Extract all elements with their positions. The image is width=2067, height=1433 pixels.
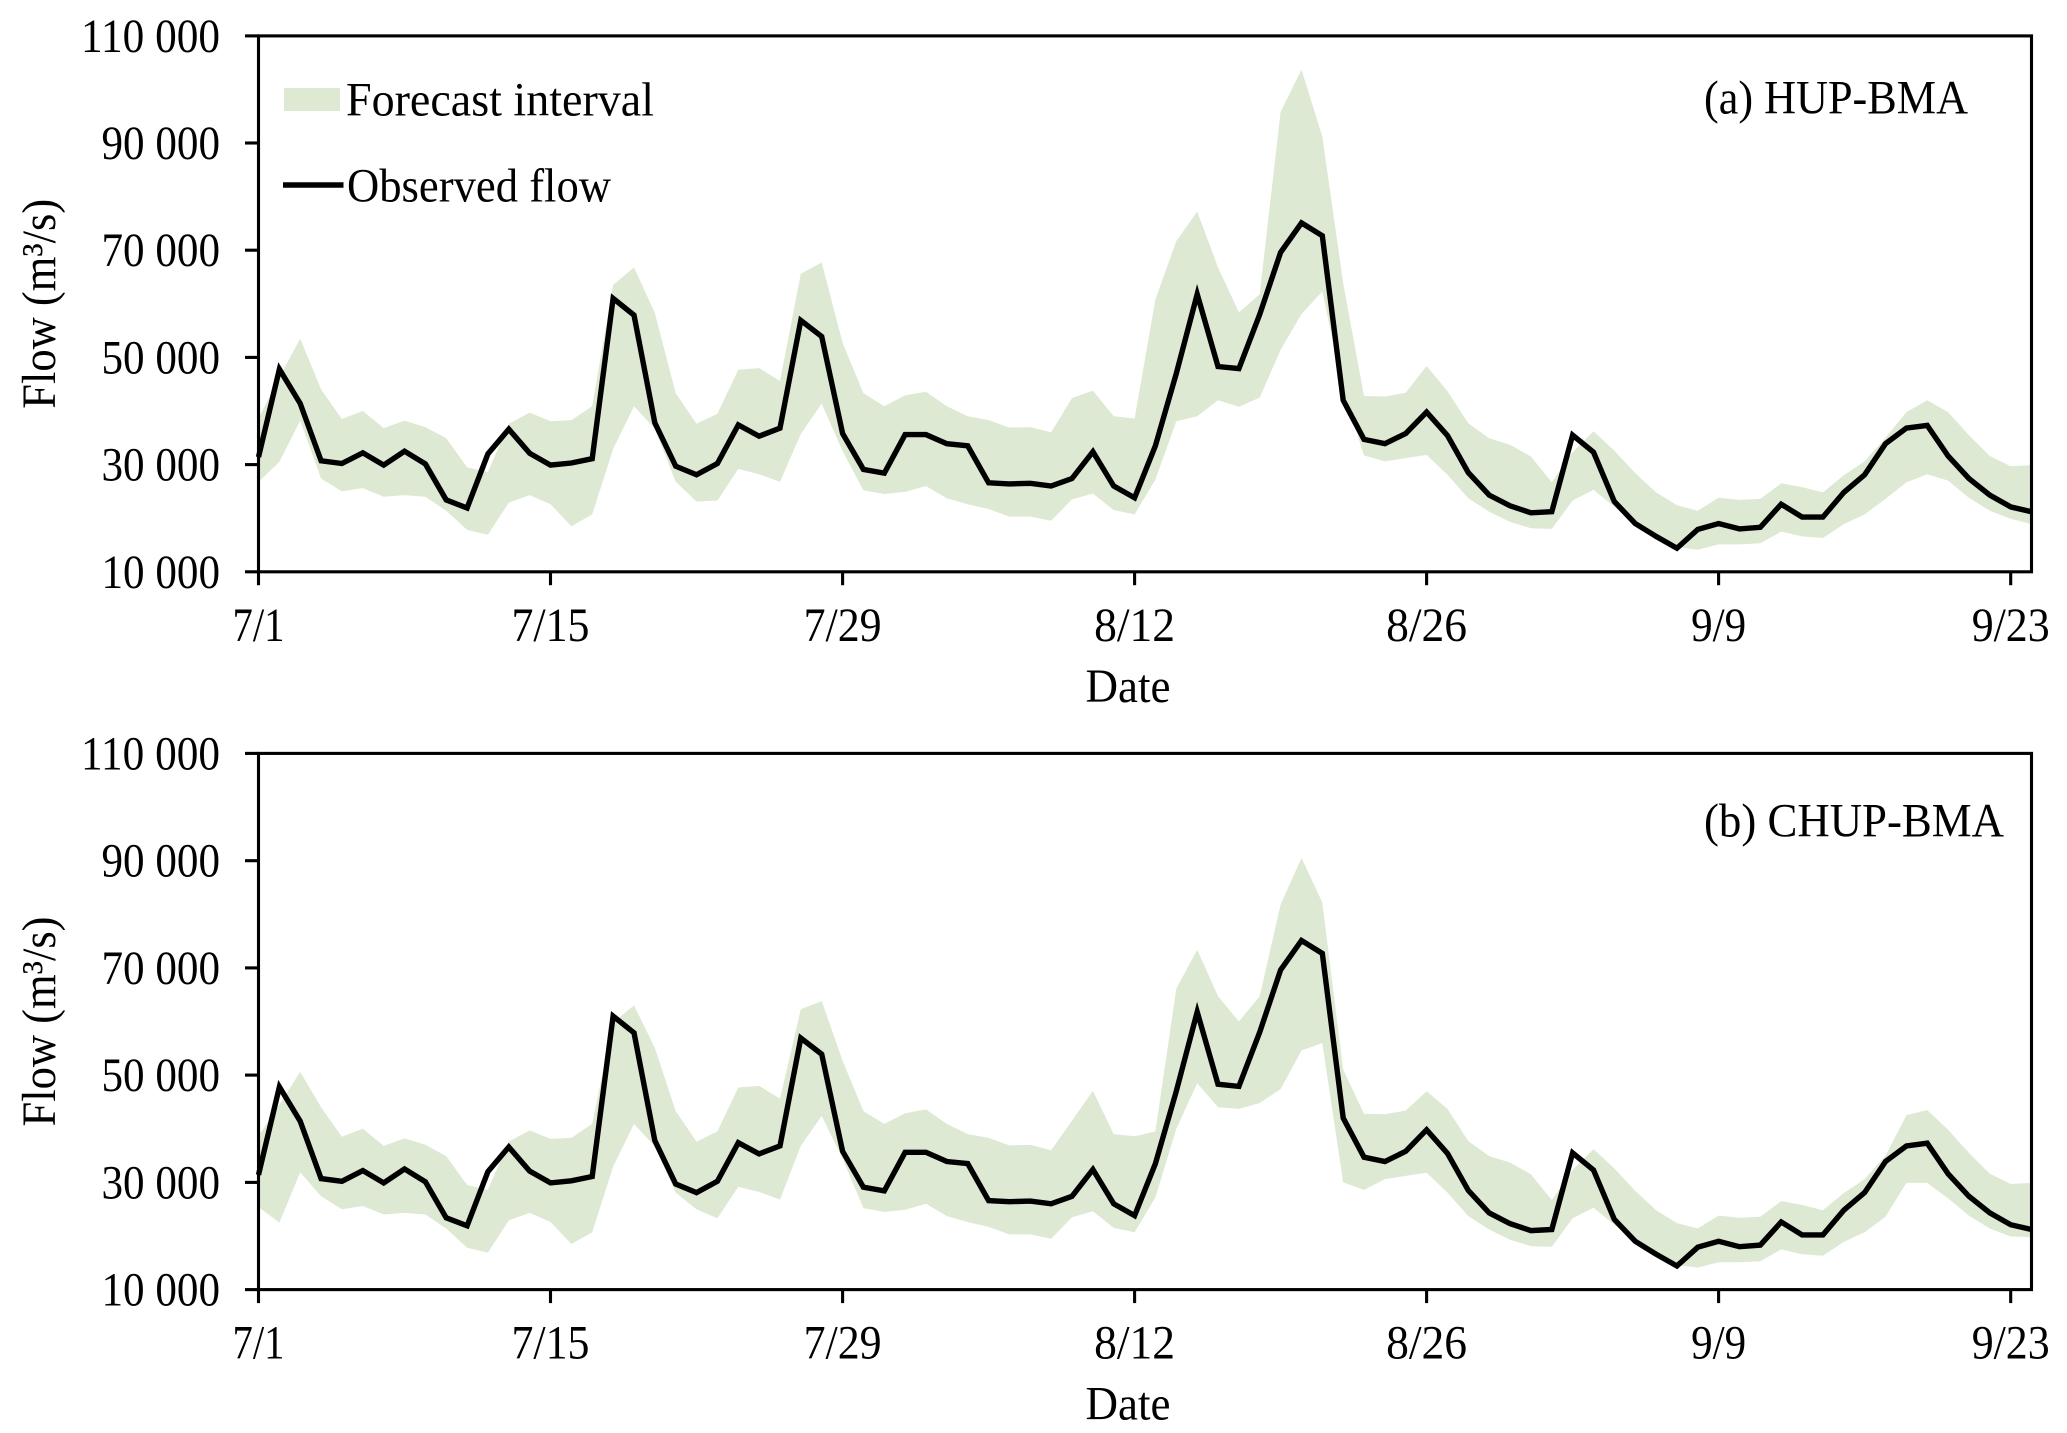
svg-text:Date: Date bbox=[1086, 1378, 1171, 1431]
svg-text:9/23: 9/23 bbox=[1972, 1317, 2050, 1370]
svg-text:50 000: 50 000 bbox=[102, 331, 221, 384]
svg-text:(b) CHUP-BMA: (b) CHUP-BMA bbox=[1704, 794, 2004, 847]
svg-text:Observed flow: Observed flow bbox=[347, 160, 611, 213]
svg-text:7/1: 7/1 bbox=[233, 599, 285, 652]
svg-text:50 000: 50 000 bbox=[102, 1049, 221, 1102]
svg-text:7/1: 7/1 bbox=[233, 1317, 285, 1370]
svg-text:7/29: 7/29 bbox=[804, 599, 882, 652]
svg-text:30 000: 30 000 bbox=[102, 439, 221, 492]
svg-text:30 000: 30 000 bbox=[102, 1156, 221, 1209]
svg-text:Flow (m³/s): Flow (m³/s) bbox=[13, 917, 66, 1127]
svg-text:8/12: 8/12 bbox=[1094, 1317, 1175, 1370]
svg-text:110 000: 110 000 bbox=[81, 10, 220, 63]
svg-text:10 000: 10 000 bbox=[102, 546, 221, 599]
svg-text:9/9: 9/9 bbox=[1691, 1317, 1746, 1370]
svg-text:7/15: 7/15 bbox=[512, 1317, 590, 1370]
svg-text:Forecast interval: Forecast interval bbox=[346, 74, 654, 127]
svg-text:90 000: 90 000 bbox=[102, 117, 221, 170]
svg-text:70 000: 70 000 bbox=[102, 224, 221, 277]
svg-text:7/15: 7/15 bbox=[512, 599, 590, 652]
svg-text:9/23: 9/23 bbox=[1972, 599, 2050, 652]
svg-text:110 000: 110 000 bbox=[81, 727, 220, 780]
svg-text:10 000: 10 000 bbox=[102, 1264, 221, 1317]
svg-text:8/26: 8/26 bbox=[1386, 599, 1467, 652]
svg-text:9/9: 9/9 bbox=[1691, 599, 1746, 652]
svg-text:70 000: 70 000 bbox=[102, 942, 221, 995]
svg-text:(a) HUP-BMA: (a) HUP-BMA bbox=[1704, 71, 1968, 124]
svg-text:8/26: 8/26 bbox=[1386, 1317, 1467, 1370]
svg-text:Flow (m³/s): Flow (m³/s) bbox=[13, 199, 66, 409]
svg-text:8/12: 8/12 bbox=[1094, 599, 1175, 652]
svg-text:Date: Date bbox=[1086, 660, 1171, 713]
svg-text:7/29: 7/29 bbox=[804, 1317, 882, 1370]
svg-text:90 000: 90 000 bbox=[102, 835, 221, 888]
